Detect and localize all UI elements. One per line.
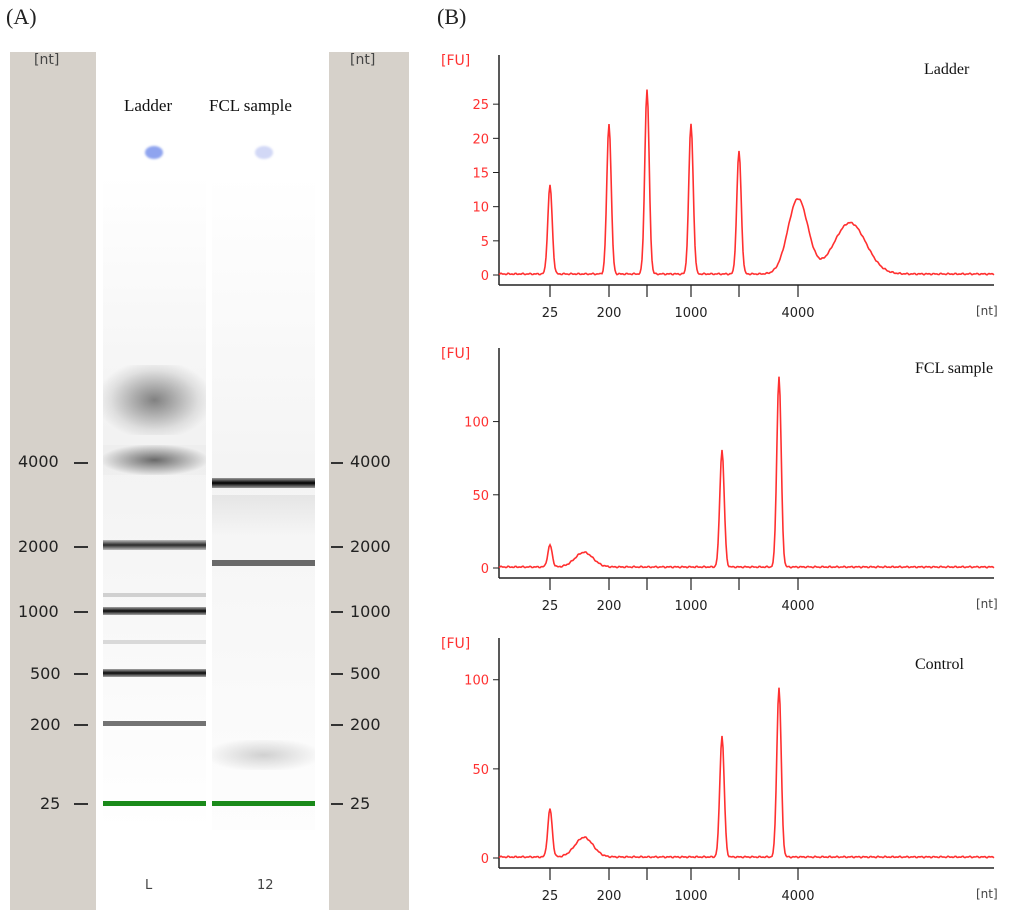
y-tick-label: 50	[472, 763, 489, 778]
x-tick-label: 1000	[674, 599, 707, 614]
y-tick-label: 20	[472, 132, 489, 147]
y-tick-label: 25	[472, 98, 489, 113]
x-tick-label: 25	[542, 306, 559, 321]
gel-left-marker-4000: 4000	[18, 452, 59, 471]
x-tick-label: 4000	[781, 599, 814, 614]
ladder-band-200	[103, 721, 206, 726]
sample-band-25-marker	[212, 801, 315, 806]
ladder-band-25-marker	[103, 801, 206, 806]
ladder-band-4000	[103, 445, 206, 475]
chart-title: FCL sample	[915, 360, 993, 377]
y-axis-label: [FU]	[441, 636, 470, 652]
gel-right-marker-200: 200	[350, 715, 381, 734]
gel-left-tick-2000	[74, 546, 88, 548]
panel-b-label: (B)	[437, 4, 467, 29]
y-tick-label: 5	[481, 235, 489, 250]
x-tick-label: 200	[597, 889, 622, 904]
gel-left-tick-4000	[74, 462, 88, 464]
gel-left-marker-200: 200	[30, 715, 61, 734]
sample-lane	[212, 175, 315, 830]
y-tick-label: 100	[464, 674, 489, 689]
gel-right-tick-25	[331, 803, 343, 805]
gel-left-tick-1000	[74, 611, 88, 613]
gel-right-tick-1000	[331, 611, 343, 613]
trace-line	[498, 376, 995, 569]
y-tick-label: 0	[481, 852, 489, 867]
x-tick-label: 200	[597, 306, 622, 321]
x-tick-label: 4000	[781, 306, 814, 321]
gel-left-marker-1000: 1000	[18, 602, 59, 621]
ladder-band-500	[103, 669, 206, 677]
gel-left-tick-200	[74, 724, 88, 726]
sample-low-smear	[212, 740, 315, 770]
annotation-18s: 18s	[689, 628, 711, 632]
gel-right-marker-1000: 1000	[350, 602, 391, 621]
ladder-lane	[103, 175, 206, 830]
gel-left-tick-25	[74, 803, 88, 805]
y-tick-label: 50	[472, 489, 489, 504]
annotation-28s: 28s	[788, 338, 810, 342]
gel-left-tick-500	[74, 673, 88, 675]
x-tick-label: 25	[542, 599, 559, 614]
x-tick-label: 25	[542, 889, 559, 904]
x-axis-label: [nt]	[976, 597, 998, 611]
ladder-faint-band-1	[103, 593, 206, 597]
panel-a-label: (A)	[6, 4, 37, 29]
x-axis-label: [nt]	[976, 887, 998, 901]
gel-right-marker-500: 500	[350, 664, 381, 683]
ladder-band-2000	[103, 540, 206, 550]
gel-right-unit-label: [nt]	[350, 52, 376, 68]
y-tick-label: 15	[472, 167, 489, 182]
lane-title-fcl-sample: FCL sample	[209, 96, 292, 115]
y-tick-label: 10	[472, 201, 489, 216]
trace-line	[498, 89, 995, 276]
gel-right-scale-column	[329, 52, 409, 910]
gel-left-unit-label: [nt]	[34, 52, 60, 68]
gel-left-marker-500: 500	[30, 664, 61, 683]
gel-right-marker-4000: 4000	[350, 452, 391, 471]
electropherogram-control: [FU] [nt] Control 0 50 100 25 200 1000 4000 18s 28s	[441, 628, 998, 904]
x-tick-label: 1000	[674, 306, 707, 321]
electropherogram-fcl-sample: [FU] [nt] FCL sample 0 50 100 25 200 1000 4000 18s…	[441, 338, 998, 614]
annotation-28s: 28s	[788, 628, 810, 632]
sample-band-28s	[212, 478, 315, 488]
lane-footer-sample: 12	[257, 878, 274, 893]
ladder-smear-band	[103, 365, 206, 435]
annotation-18s: 18s	[689, 338, 711, 342]
electropherogram-ladder: [FU] [nt] Ladder 0 5 10 15 20 25 25 200 1000 4000	[441, 53, 998, 321]
trace-line	[498, 687, 995, 859]
gel-right-marker-2000: 2000	[350, 537, 391, 556]
ladder-band-1000	[103, 607, 206, 615]
sample-faint-smear	[212, 495, 315, 535]
gel-right-tick-2000	[331, 546, 343, 548]
y-tick-label: 0	[481, 562, 489, 577]
gel-right-tick-200	[331, 724, 343, 726]
chart-title: Ladder	[924, 61, 970, 78]
gel-right-tick-500	[331, 673, 343, 675]
y-axis-label: [FU]	[441, 53, 470, 69]
x-tick-label: 4000	[781, 889, 814, 904]
x-tick-label: 1000	[674, 889, 707, 904]
gel-left-marker-25: 25	[40, 794, 61, 813]
x-tick-label: 200	[597, 599, 622, 614]
x-axis-label: [nt]	[976, 304, 998, 318]
lane-footer-ladder: L	[145, 878, 153, 893]
lane-title-ladder: Ladder	[124, 96, 173, 115]
y-tick-label: 100	[464, 416, 489, 431]
gel-right-tick-4000	[331, 462, 343, 464]
ladder-faint-band-2	[103, 640, 206, 644]
gel-right-marker-25: 25	[350, 794, 371, 813]
y-tick-label: 0	[481, 269, 489, 284]
sample-band-18s	[212, 560, 315, 566]
sample-well-dot	[255, 146, 273, 159]
gel-left-scale-column	[10, 52, 96, 910]
ladder-well-dot	[145, 146, 163, 159]
gel-image: [nt] [nt] Ladder FCL sample 4000 2000 10…	[0, 0, 420, 920]
y-axis-label: [FU]	[441, 346, 470, 362]
chart-title: Control	[915, 656, 964, 673]
gel-left-marker-2000: 2000	[18, 537, 59, 556]
